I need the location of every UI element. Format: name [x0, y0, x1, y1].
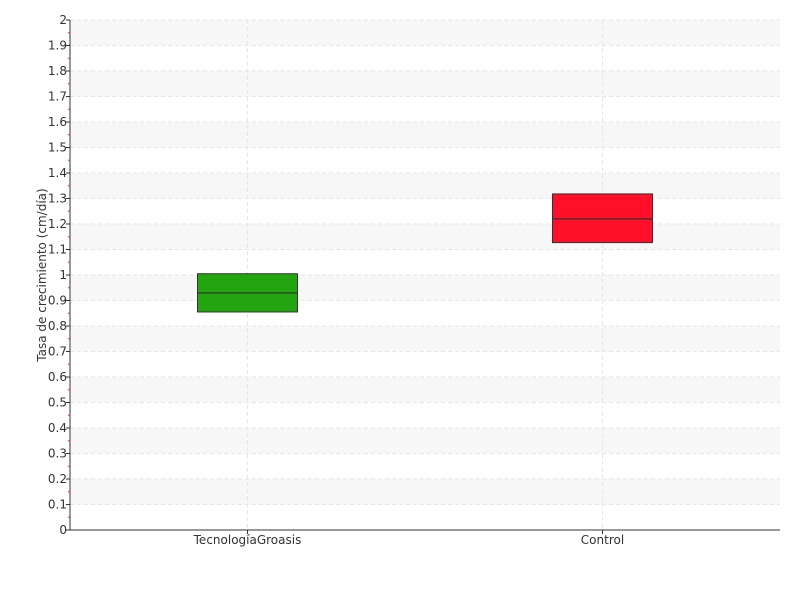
y-tick-label: 1.4: [48, 166, 67, 180]
y-axis-label: Tasa de crecimiento (cm/día): [35, 188, 49, 362]
x-tick-label: TecnologíaGroasis: [193, 533, 302, 547]
y-tick-label: 0.5: [48, 396, 67, 410]
y-tick-label: 1: [59, 268, 67, 282]
y-tick-label: 1.3: [48, 192, 67, 206]
grid-band: [71, 377, 780, 403]
grid-band: [71, 71, 780, 97]
y-tick-label: 0.9: [48, 294, 67, 308]
y-tick-label: 0.7: [48, 345, 67, 359]
y-tick-label: 1.9: [48, 39, 67, 53]
grid-bands: [71, 20, 780, 505]
y-tick-label: 0: [59, 523, 67, 537]
axes: TecnologíaGroasis Control 0 0.1 0.2 0.3 0.4 0.5…: [48, 13, 780, 547]
y-tick-label: 1.7: [48, 90, 67, 104]
y-tick-label: 0.6: [48, 370, 67, 384]
grid-band: [71, 479, 780, 505]
grid-band: [71, 224, 780, 250]
grid-band: [71, 173, 780, 199]
grid-lines: [70, 19, 780, 530]
y-tick-label: 0.1: [48, 498, 67, 512]
y-tick-label: 0.2: [48, 472, 67, 486]
y-tick-label: 1.1: [48, 243, 67, 257]
grid-band: [71, 275, 780, 301]
y-tick-label: 1.6: [48, 115, 67, 129]
y-tick-label: 2: [59, 13, 67, 27]
y-tick-label: 0.8: [48, 319, 67, 333]
grid-band: [71, 326, 780, 352]
y-tick-label: 0.3: [48, 447, 67, 461]
boxes: [197, 193, 653, 313]
y-tick-label: 1.2: [48, 217, 67, 231]
grid-band: [71, 428, 780, 454]
grid-band: [71, 20, 780, 46]
y-tick-label: 1.5: [48, 141, 67, 155]
y-tick-label: 1.8: [48, 64, 67, 78]
grid-band: [71, 122, 780, 148]
y-tick-label: 0.4: [48, 421, 67, 435]
x-tick-label: Control: [581, 533, 624, 547]
